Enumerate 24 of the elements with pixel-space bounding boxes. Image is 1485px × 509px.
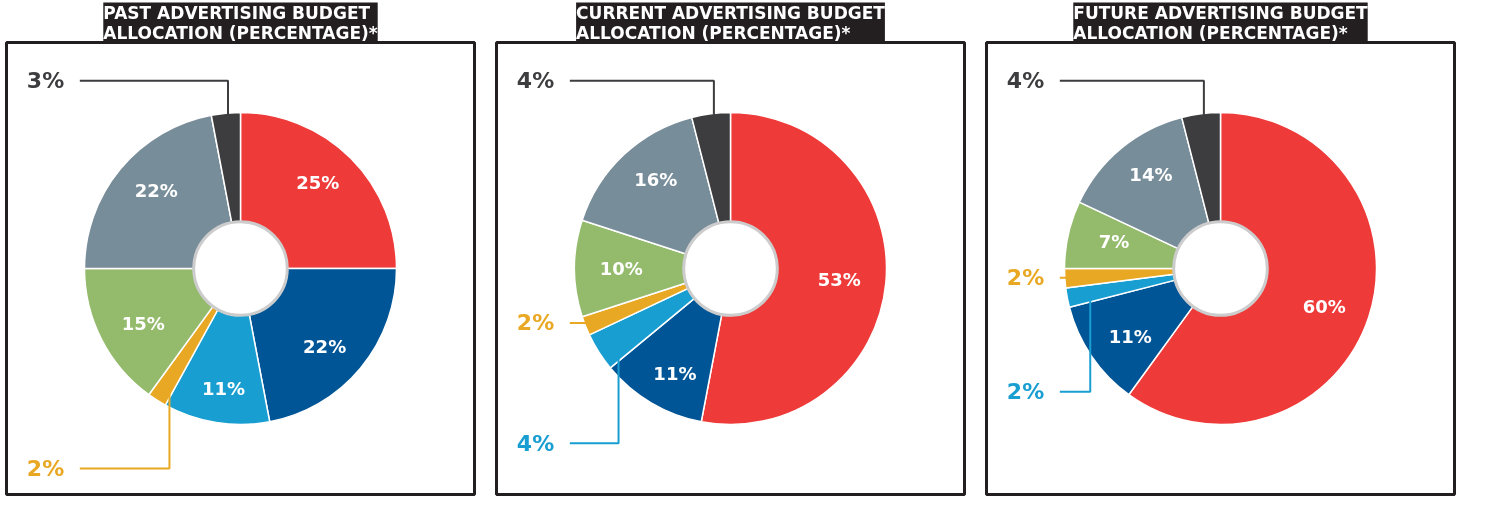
data-label: 11% (201, 378, 245, 400)
data-label: 4% (516, 430, 555, 456)
data-label: 25% (296, 171, 340, 193)
chart-title: PAST ADVERTISING BUDGET ALLOCATION (PERCENTAGE)* (103, 2, 378, 43)
data-label: 2% (1006, 265, 1045, 291)
data-label: 2% (1006, 379, 1045, 405)
data-label: 2% (26, 455, 65, 481)
data-label: 7% (1098, 231, 1130, 253)
data-label: 22% (303, 335, 347, 357)
data-label: 53% (817, 269, 861, 291)
data-label: 4% (516, 68, 555, 94)
data-label: 4% (1006, 68, 1045, 94)
data-label: 60% (1302, 295, 1346, 317)
data-label: 15% (121, 313, 165, 335)
data-label: 11% (653, 362, 697, 384)
data-label: 3% (26, 68, 65, 94)
data-label: 2% (516, 310, 555, 336)
data-label: 22% (134, 180, 178, 202)
data-label: 11% (1108, 326, 1152, 348)
data-label: 10% (599, 258, 643, 279)
chart-title: FUTURE ADVERTISING BUDGET ALLOCATION (PERCENTAGE)* (1073, 2, 1369, 43)
data-label: 16% (634, 169, 678, 191)
data-label: 14% (1129, 164, 1173, 186)
chart-title: CURRENT ADVERTISING BUDGET ALLOCATION (PERCENTAGE)* (576, 2, 886, 43)
